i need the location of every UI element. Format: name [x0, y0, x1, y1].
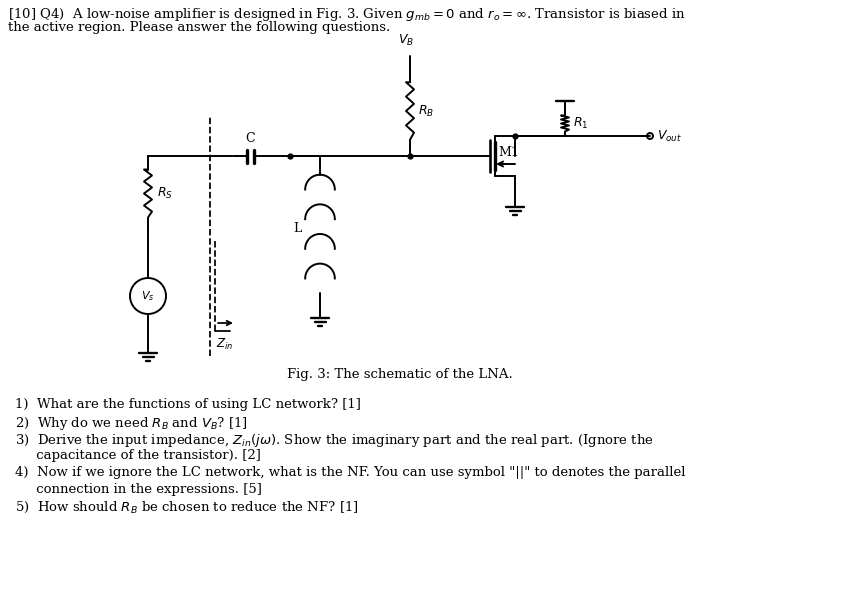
- Text: M1: M1: [498, 145, 519, 158]
- Text: $V_{out}$: $V_{out}$: [657, 129, 682, 144]
- Text: 1)  What are the functions of using LC network? [1]: 1) What are the functions of using LC ne…: [15, 398, 361, 411]
- Text: $V_B$: $V_B$: [398, 33, 414, 48]
- Text: capacitance of the transistor). [2]: capacitance of the transistor). [2]: [15, 449, 261, 462]
- Text: connection in the expressions. [5]: connection in the expressions. [5]: [15, 483, 262, 496]
- Text: L: L: [294, 222, 302, 235]
- Text: [10] Q4)  A low-noise amplifier is designed in Fig. 3. Given $g_{mb}=0$ and $r_o: [10] Q4) A low-noise amplifier is design…: [8, 6, 685, 23]
- Text: Fig. 3: The schematic of the LNA.: Fig. 3: The schematic of the LNA.: [287, 368, 513, 381]
- Text: $R_1$: $R_1$: [573, 116, 588, 131]
- Text: 3)  Derive the input impedance, $Z_{in}(j\omega)$. Show the imaginary part and t: 3) Derive the input impedance, $Z_{in}(j…: [15, 432, 654, 449]
- Text: 2)  Why do we need $R_B$ and $V_B$? [1]: 2) Why do we need $R_B$ and $V_B$? [1]: [15, 415, 248, 432]
- Text: 5)  How should $R_B$ be chosen to reduce the NF? [1]: 5) How should $R_B$ be chosen to reduce …: [15, 500, 359, 515]
- Text: $R_S$: $R_S$: [157, 186, 173, 201]
- Text: $V_s$: $V_s$: [141, 289, 155, 303]
- Text: 4)  Now if we ignore the LC network, what is the NF. You can use symbol "||" to : 4) Now if we ignore the LC network, what…: [15, 466, 685, 479]
- Text: $R_B$: $R_B$: [418, 103, 434, 118]
- Text: C: C: [245, 132, 255, 145]
- Text: $Z_{in}$: $Z_{in}$: [216, 337, 233, 352]
- Text: the active region. Please answer the following questions.: the active region. Please answer the fol…: [8, 21, 390, 34]
